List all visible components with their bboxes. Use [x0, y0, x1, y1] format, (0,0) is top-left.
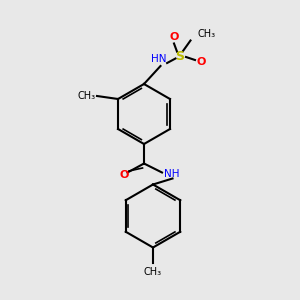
- Text: CH₃: CH₃: [77, 91, 95, 101]
- Text: O: O: [196, 56, 206, 67]
- Text: O: O: [120, 170, 129, 181]
- Text: CH₃: CH₃: [197, 29, 215, 39]
- Text: HN: HN: [151, 55, 167, 64]
- Text: NH: NH: [164, 169, 180, 179]
- Text: S: S: [176, 50, 184, 64]
- Text: O: O: [169, 32, 179, 43]
- Text: CH₃: CH₃: [144, 267, 162, 277]
